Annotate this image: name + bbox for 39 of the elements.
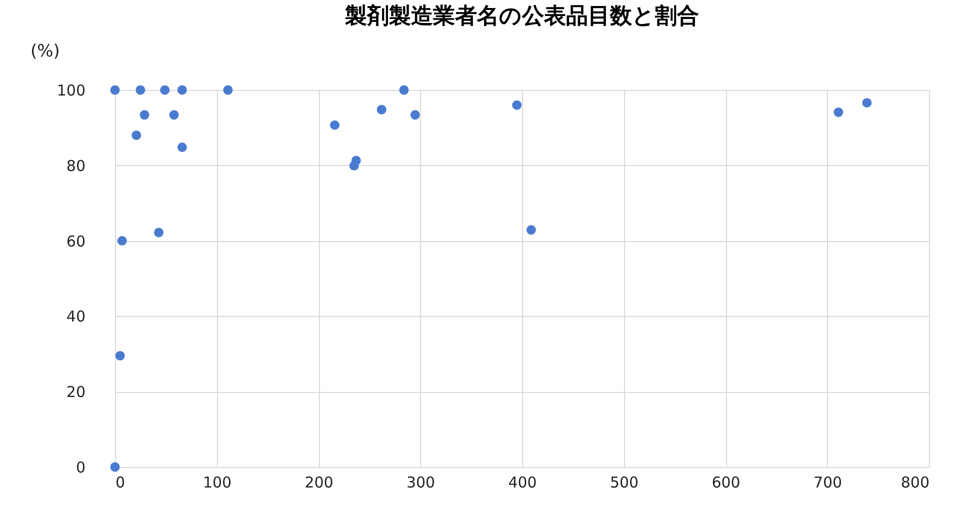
x-tick-label: 0 (116, 474, 126, 492)
y-tick-label: 0 (76, 458, 86, 476)
x-tick-label: 400 (508, 474, 537, 492)
x-tick-label: 300 (406, 474, 436, 492)
point (154, 228, 164, 238)
point (862, 98, 872, 108)
point (351, 156, 361, 166)
point (376, 104, 386, 114)
x-tick-label: 100 (202, 474, 232, 492)
point (132, 130, 142, 140)
point (330, 120, 340, 130)
point (117, 236, 127, 246)
point (110, 462, 120, 472)
y-tick-label: 40 (66, 308, 86, 326)
point (140, 110, 150, 120)
chart-title: 製剤製造業者名の公表品目数と割合 (344, 3, 699, 29)
point (169, 110, 179, 120)
y-tick-label: 100 (56, 82, 86, 100)
point (115, 351, 125, 361)
y-tick-label: 20 (66, 383, 86, 402)
x-tick-label: 600 (712, 474, 740, 492)
x-tick-label: 700 (813, 474, 842, 492)
point (177, 142, 187, 152)
x-tick-label: 800 (900, 474, 930, 492)
point (177, 85, 187, 95)
point (526, 225, 536, 235)
point (136, 85, 146, 95)
point (834, 108, 844, 117)
y-axis-title: (%) (30, 42, 60, 62)
point (160, 85, 170, 95)
point (399, 85, 409, 95)
x-tick-label: 200 (304, 474, 334, 492)
y-tick-label: 60 (66, 232, 86, 250)
y-tick-label: 80 (66, 156, 86, 175)
point (110, 85, 120, 95)
point (410, 110, 420, 120)
point (223, 85, 233, 95)
point (512, 100, 522, 110)
x-tick-label: 500 (610, 474, 639, 492)
